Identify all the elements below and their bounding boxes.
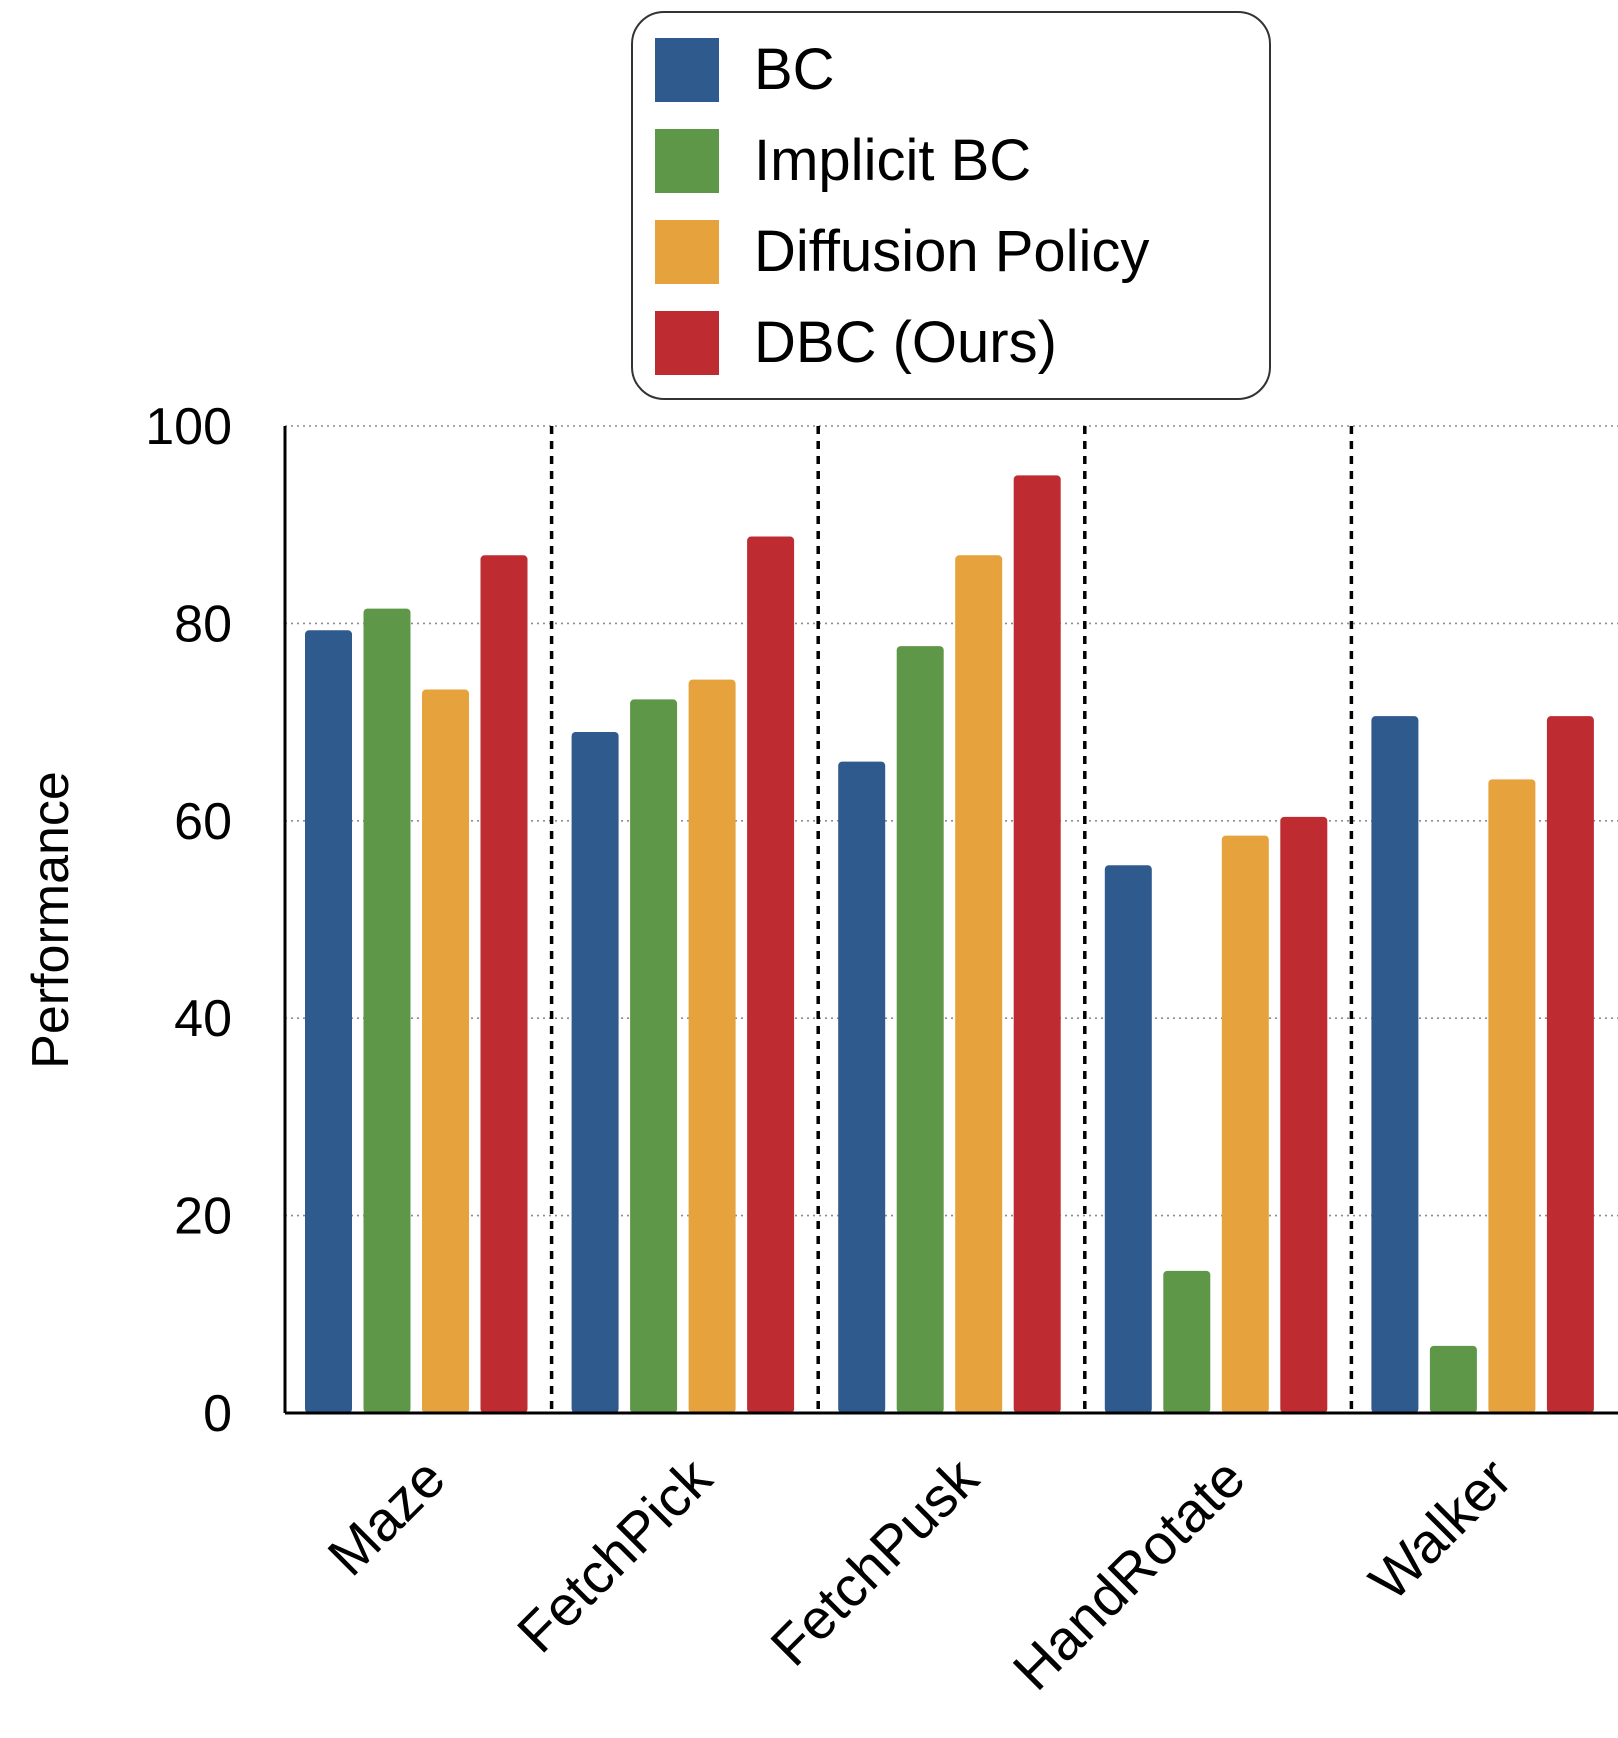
bar-bc-fetchpick — [571, 731, 619, 1413]
legend-swatch-implicit-bc — [655, 129, 719, 193]
bar-implicit-bc-maze — [363, 608, 411, 1413]
x-tick-label-handrotate: HandRotate — [1001, 1446, 1257, 1702]
bar-dbc-ours-fetchpick — [747, 536, 795, 1413]
legend-box — [631, 11, 1271, 400]
y-tick-label: 100 — [145, 398, 232, 456]
bar-implicit-bc-handrotate — [1163, 1270, 1211, 1413]
y-tick-label: 0 — [203, 1385, 232, 1443]
bar-diffusion-policy-fetchpusk — [955, 555, 1003, 1413]
x-tick-label-walker: Walker — [1357, 1446, 1523, 1612]
x-tick-label-fetchpusk: FetchPusk — [758, 1445, 990, 1677]
bars — [305, 475, 1594, 1414]
bar-bc-maze — [305, 630, 352, 1413]
bar-diffusion-policy-handrotate — [1221, 835, 1269, 1413]
legend-label-diffusion-policy: Diffusion Policy — [754, 219, 1149, 284]
y-tick-label: 80 — [174, 595, 232, 653]
bar-bc-fetchpusk — [838, 761, 886, 1413]
y-tick-labels: 0 20 40 60 80 100 — [145, 398, 232, 1443]
bar-dbc-ours-fetchpusk — [1013, 475, 1061, 1414]
bar-diffusion-policy-maze — [422, 689, 469, 1413]
bar-diffusion-policy-fetchpick — [688, 679, 736, 1413]
bar-implicit-bc-fetchpick — [630, 699, 678, 1413]
legend-swatch-dbc-ours — [655, 311, 719, 375]
legend-label-dbc-ours: DBC (Ours) — [754, 310, 1057, 375]
y-tick-label: 40 — [174, 990, 232, 1048]
x-tick-label-maze: Maze — [315, 1446, 456, 1587]
bar-diffusion-policy-walker — [1488, 779, 1536, 1413]
bar-implicit-bc-fetchpusk — [896, 646, 944, 1413]
y-tick-label: 20 — [174, 1188, 232, 1246]
bar-dbc-ours-walker — [1546, 716, 1594, 1413]
legend-swatch-diffusion-policy — [655, 220, 719, 284]
legend-label-implicit-bc: Implicit BC — [754, 128, 1031, 193]
x-tick-labels: Maze FetchPick FetchPusk HandRotate Walker — [315, 1445, 1523, 1702]
axes — [283, 426, 1618, 1415]
legend-swatch-bc — [655, 38, 719, 102]
legend-label-bc: BC — [754, 37, 835, 102]
bar-dbc-ours-maze — [480, 555, 528, 1413]
y-tick-label: 60 — [174, 793, 232, 851]
bar-implicit-bc-walker — [1429, 1345, 1477, 1413]
x-tick-label-fetchpick: FetchPick — [505, 1445, 724, 1664]
legend: BC Implicit BC Diffusion Policy DBC (Ours) — [631, 11, 1271, 400]
bar-bc-walker — [1371, 716, 1419, 1413]
bar-bc-handrotate — [1104, 865, 1152, 1413]
y-axis-label: Performance — [22, 771, 80, 1069]
bar-dbc-ours-handrotate — [1280, 816, 1328, 1413]
